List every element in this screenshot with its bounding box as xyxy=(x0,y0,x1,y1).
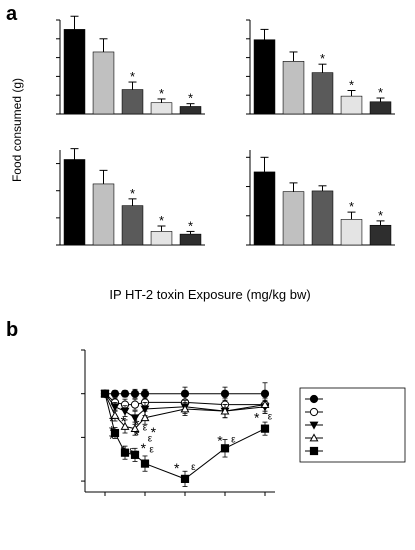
bar-chart-0-1h: * * * xyxy=(56,148,205,246)
data-point xyxy=(140,459,150,468)
significance-epsilon: ε xyxy=(129,445,134,456)
significance-marker: * xyxy=(320,51,325,66)
data-point xyxy=(260,399,270,408)
significance-marker: * xyxy=(378,208,383,223)
data-point xyxy=(100,389,110,398)
significance-star: * xyxy=(134,416,140,432)
bar xyxy=(340,219,363,246)
data-point xyxy=(140,405,150,414)
data-point xyxy=(220,444,230,453)
data-point xyxy=(120,407,130,416)
data-point xyxy=(220,389,230,398)
data-point xyxy=(180,474,190,483)
data-point xyxy=(120,421,130,430)
bar xyxy=(121,205,144,246)
bar xyxy=(150,102,173,115)
series-4 xyxy=(100,389,270,487)
significance-epsilon: ε xyxy=(148,433,153,444)
a-y-axis-label: Food consumed (g) xyxy=(10,78,24,182)
bar xyxy=(311,190,334,246)
significance-marker: * xyxy=(378,85,383,100)
bar xyxy=(63,159,86,246)
significance-marker: * xyxy=(130,186,135,201)
bar-chart-0-2h: * * * xyxy=(246,19,395,115)
significance-epsilon: ε xyxy=(268,412,273,423)
bar xyxy=(150,231,173,246)
significance-star: * xyxy=(151,424,157,440)
panel-label-a: a xyxy=(6,3,18,25)
data-point xyxy=(309,394,319,404)
legend-item xyxy=(305,394,323,404)
significance-marker: * xyxy=(130,69,135,84)
data-point xyxy=(309,446,319,456)
significance-epsilon: ε xyxy=(231,435,236,446)
significance-star: * xyxy=(121,442,127,458)
bar-chart-0-0.5h: * * * xyxy=(56,15,205,115)
bar xyxy=(121,89,144,115)
legend-item xyxy=(305,446,323,456)
significance-star: * xyxy=(174,460,180,476)
significance-star: * xyxy=(121,413,127,429)
legend-item xyxy=(305,421,323,430)
data-point xyxy=(130,450,140,459)
data-point xyxy=(309,433,319,442)
significance-star: * xyxy=(217,433,223,449)
significance-star: * xyxy=(254,410,260,426)
significance-epsilon: ε xyxy=(143,423,148,434)
line-chart-time-course: ***** ε***εε** ε* ε* ε* ε xyxy=(81,349,275,496)
significance-star: * xyxy=(109,430,115,446)
data-point xyxy=(220,406,230,415)
data-point xyxy=(110,389,120,398)
data-point xyxy=(120,448,130,457)
a-x-axis-label: IP HT-2 toxin Exposure (mg/kg bw) xyxy=(109,287,310,302)
significance-marker: * xyxy=(159,213,164,228)
legend-item xyxy=(305,407,323,417)
bar xyxy=(340,95,363,115)
data-point xyxy=(110,403,120,412)
data-point xyxy=(130,389,140,398)
panel-label-b: b xyxy=(6,319,18,341)
significance-star: * xyxy=(134,447,140,463)
data-point xyxy=(180,404,190,413)
legend-item xyxy=(305,433,323,442)
data-point xyxy=(309,421,319,430)
bar xyxy=(253,171,276,246)
bar xyxy=(179,233,202,246)
data-point xyxy=(130,400,140,409)
bar xyxy=(311,72,334,115)
bar xyxy=(92,183,115,246)
significance-marker: * xyxy=(349,199,354,214)
data-point xyxy=(110,410,120,419)
significance-marker: * xyxy=(188,218,193,233)
bar xyxy=(179,106,202,115)
bar xyxy=(282,61,305,115)
bar xyxy=(282,191,305,246)
bar xyxy=(92,51,115,115)
data-point xyxy=(140,413,150,422)
data-point xyxy=(110,428,120,438)
significance-star: * xyxy=(134,427,140,443)
legend xyxy=(299,387,406,463)
significance-marker: * xyxy=(349,78,354,93)
significance-epsilon: ε xyxy=(191,462,196,473)
data-point xyxy=(120,389,130,398)
data-point xyxy=(260,424,270,433)
significance-star: * xyxy=(109,423,115,439)
bar xyxy=(63,29,86,115)
significance-marker: * xyxy=(188,91,193,106)
significance-marker: * xyxy=(159,86,164,101)
significance-star: * xyxy=(109,413,115,429)
bar xyxy=(369,101,392,115)
significance-star: * xyxy=(141,440,147,456)
significance-epsilon: ε xyxy=(149,444,154,455)
data-point xyxy=(130,414,140,423)
data-point xyxy=(309,407,319,417)
bar xyxy=(369,224,392,246)
bar xyxy=(253,39,276,115)
data-point xyxy=(130,424,140,433)
bar-chart-0-3h: ** xyxy=(246,150,395,246)
